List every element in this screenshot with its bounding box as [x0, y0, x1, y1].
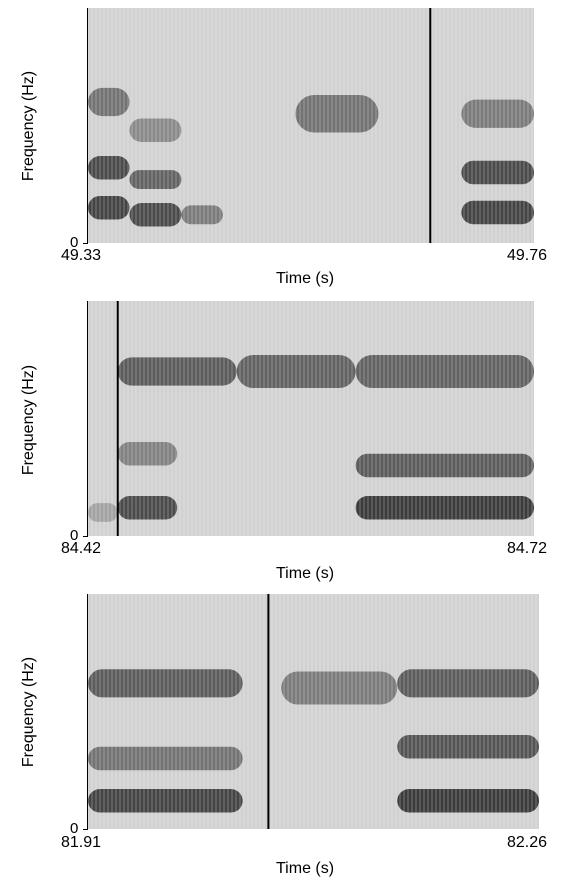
y-zero-tick [83, 829, 88, 830]
spectrogram-plot [88, 594, 539, 829]
x-end-label: 82.26 [507, 834, 548, 851]
formant-band [117, 496, 178, 520]
y-axis-label: Frequency (Hz) [20, 70, 38, 182]
x-start-label: 81.91 [61, 834, 102, 851]
formant-band [295, 94, 379, 133]
striations [88, 8, 533, 243]
y-axis-line [87, 8, 88, 244]
formant-band [461, 200, 534, 225]
formant-band [88, 87, 130, 117]
formant-bands [88, 594, 539, 829]
formant-band [355, 496, 534, 520]
x-start-label: 84.42 [61, 540, 102, 557]
spectrogram-canvas [88, 594, 539, 829]
formant-band [88, 746, 243, 771]
x-axis-label: Time (s) [276, 270, 335, 287]
formant-band [461, 99, 534, 128]
formant-band [281, 671, 398, 705]
formant-band [88, 503, 118, 522]
formant-band [117, 357, 237, 386]
y-zero-tick [83, 243, 88, 244]
x-axis-label: Time (s) [276, 860, 335, 877]
formant-band [461, 160, 534, 185]
y-zero-label: 0 [70, 234, 79, 251]
formant-bands [88, 301, 534, 536]
x-start-label: 49.33 [61, 247, 102, 264]
formant-band [355, 355, 534, 388]
formant-band [117, 442, 178, 466]
formant-band [236, 355, 356, 388]
y-axis-label: Frequency (Hz) [20, 656, 38, 768]
x-end-label: 84.72 [507, 540, 548, 557]
spectrogram-canvas [88, 8, 534, 243]
formant-band [129, 118, 182, 142]
x-end-label: 49.76 [507, 247, 548, 264]
formant-band [88, 669, 243, 698]
formant-band [355, 453, 534, 478]
formant-band [397, 789, 539, 813]
y-axis-line [87, 594, 88, 830]
formant-band [88, 196, 130, 220]
striations [88, 301, 533, 536]
formant-band [88, 156, 130, 180]
spectrogram-canvas [88, 301, 534, 536]
formant-band [129, 170, 182, 189]
formant-band [129, 203, 182, 227]
spectrogram-plot [88, 301, 534, 536]
formant-band [397, 669, 539, 698]
y-axis-label: Frequency (Hz) [20, 364, 38, 476]
y-zero-label: 0 [70, 820, 79, 837]
y-axis-line [87, 301, 88, 537]
striations [88, 594, 537, 829]
y-zero-label: 0 [70, 527, 79, 544]
spectrogram-plot [88, 8, 534, 243]
formant-band [181, 205, 223, 225]
formant-band [88, 789, 243, 813]
formant-band [397, 735, 539, 759]
y-zero-tick [83, 536, 88, 537]
formant-bands [88, 8, 534, 243]
x-axis-label: Time (s) [276, 565, 335, 582]
